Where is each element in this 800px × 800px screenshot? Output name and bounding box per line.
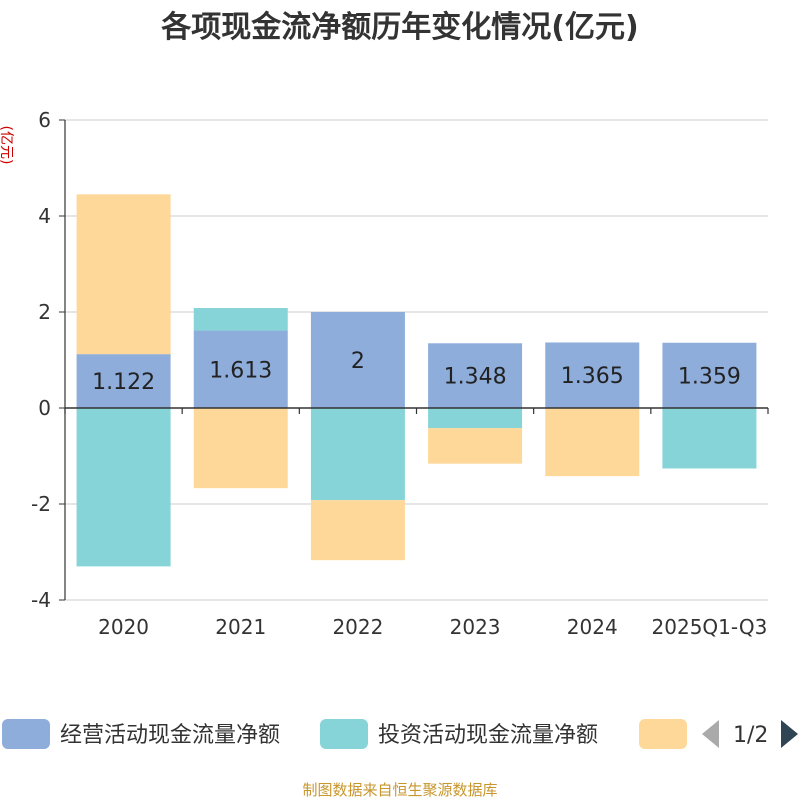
data-labels: 1.122 1.613 2 1.348 1.365 1.359 bbox=[92, 349, 741, 395]
legend-next-arrow-icon[interactable] bbox=[781, 720, 798, 748]
x-tick-label: 2024 bbox=[567, 615, 618, 639]
bar-s2-2025Q1-Q3 bbox=[662, 408, 757, 469]
bar-s3-2023 bbox=[428, 428, 523, 464]
bar-s1-2022 bbox=[310, 312, 405, 408]
bars bbox=[76, 194, 757, 567]
bar-s1-2021 bbox=[193, 330, 288, 408]
bar-s2-2022 bbox=[310, 408, 405, 501]
x-tick-label: 2021 bbox=[215, 615, 266, 639]
x-tick-label: 2022 bbox=[332, 615, 383, 639]
data-label-2021: 1.613 bbox=[209, 358, 272, 383]
legend-swatch-2 bbox=[320, 719, 368, 749]
data-label-2020: 1.122 bbox=[92, 370, 155, 395]
x-tick-label: 2020 bbox=[98, 615, 149, 639]
bar-s2-2021 bbox=[193, 308, 288, 331]
bar-s2-2020 bbox=[76, 408, 171, 567]
data-label-2024: 1.365 bbox=[561, 364, 624, 389]
axes: -4 -2 0 2 4 6 2020 2021 2022 2023 2024 2025Q1-Q3 bbox=[31, 108, 769, 639]
legend-prev-arrow-icon[interactable] bbox=[702, 720, 719, 748]
x-tick-label: 2025Q1-Q3 bbox=[652, 615, 768, 639]
legend: 经营活动现金流量净额 投资活动现金流量净额 1/2 bbox=[2, 719, 798, 749]
bar-s3-2024 bbox=[545, 408, 640, 477]
legend-label-2: 投资活动现金流量净额 bbox=[378, 723, 598, 748]
source-note: 制图数据来自恒生聚源数据库 bbox=[302, 781, 497, 799]
data-label-2022: 2 bbox=[351, 349, 365, 374]
bar-s1-2023 bbox=[428, 343, 523, 408]
legend-swatch-3 bbox=[639, 719, 687, 749]
bar-s1-2025Q1-Q3 bbox=[662, 342, 757, 408]
legend-swatch-1 bbox=[2, 719, 50, 749]
y-axis-label: (亿元) bbox=[0, 126, 14, 165]
y-tick-label: 6 bbox=[38, 108, 51, 132]
gridlines bbox=[65, 119, 768, 601]
y-tick-label: 2 bbox=[38, 300, 51, 324]
y-tick-label: 0 bbox=[38, 396, 51, 420]
bar-s1-2020 bbox=[76, 354, 171, 408]
bar-s2-2023 bbox=[428, 408, 523, 429]
bar-s3-2022 bbox=[310, 500, 405, 561]
bar-s1-2024 bbox=[545, 342, 640, 408]
bar-s3-2021 bbox=[193, 408, 288, 489]
bar-s3-2020 bbox=[76, 194, 171, 355]
y-tick-label: 4 bbox=[38, 204, 51, 228]
data-label-2025Q1-Q3: 1.359 bbox=[678, 364, 741, 389]
legend-label-1: 经营活动现金流量净额 bbox=[60, 723, 280, 748]
x-tick-label: 2023 bbox=[450, 615, 501, 639]
chart-title: 各项现金流净额历年变化情况(亿元) bbox=[160, 10, 638, 45]
y-tick-label: -4 bbox=[31, 588, 51, 612]
legend-page-indicator: 1/2 bbox=[733, 723, 768, 748]
y-tick-label: -2 bbox=[31, 492, 51, 516]
data-label-2023: 1.348 bbox=[444, 365, 507, 390]
